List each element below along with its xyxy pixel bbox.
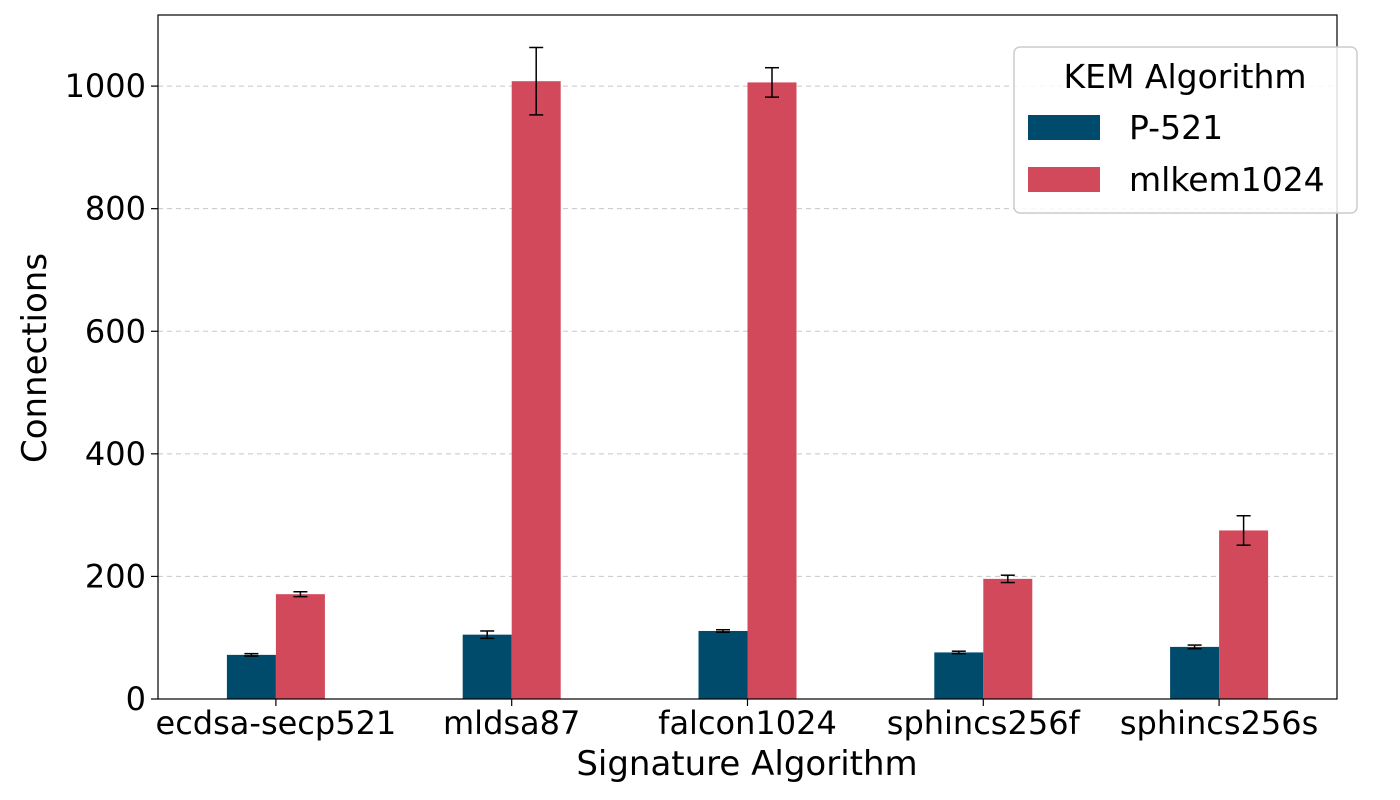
bar-P-521-sphincs256f <box>934 652 984 699</box>
legend-label: mlkem1024 <box>1129 160 1325 199</box>
x-tick-label: ecdsa-secp521 <box>156 704 397 742</box>
bar-P-521-mldsa87 <box>462 634 512 699</box>
legend-items: P-521 mlkem1024 <box>1028 108 1325 199</box>
legend-title: KEM Algorithm <box>1063 57 1306 96</box>
x-tick-label: sphincs256s <box>1120 704 1318 742</box>
y-axis-label: Connections <box>15 253 55 463</box>
bar-mlkem1024-sphincs256s <box>1219 530 1269 699</box>
y-tick-label: 1000 <box>65 67 146 105</box>
bar-P-521-falcon1024 <box>698 630 748 699</box>
bar-mlkem1024-mldsa87 <box>511 81 561 700</box>
x-tick-label: falcon1024 <box>658 704 837 742</box>
x-axis-ticks: ecdsa-secp521 mldsa87 falcon1024 sphincs256… <box>156 699 1318 742</box>
legend: KEM Algorithm P-521 mlkem1024 <box>1013 46 1358 214</box>
legend-swatch <box>1028 115 1100 140</box>
legend-label: P-521 <box>1129 108 1223 147</box>
x-tick-label: mldsa87 <box>443 704 580 742</box>
x-axis-label: Signature Algorithm <box>576 744 917 784</box>
y-tick-label: 800 <box>85 190 146 228</box>
y-tick-label: 600 <box>85 312 146 350</box>
legend-swatch <box>1028 167 1100 192</box>
y-tick-label: 200 <box>85 557 146 595</box>
bar-mlkem1024-sphincs256f <box>983 578 1033 699</box>
error-bars <box>244 46 1251 657</box>
bar-mlkem1024-ecdsa-secp521 <box>275 594 325 699</box>
bar-mlkem1024-falcon1024 <box>747 82 797 699</box>
bar-P-521-ecdsa-secp521 <box>226 654 276 699</box>
bars <box>226 81 1269 700</box>
bar-P-521-sphincs256s <box>1170 646 1220 699</box>
y-tick-label: 400 <box>85 435 146 473</box>
y-axis-ticks: 0 200 400 600 800 1000 <box>65 67 158 718</box>
y-tick-label: 0 <box>126 680 146 718</box>
x-tick-label: sphincs256f <box>887 704 1081 742</box>
